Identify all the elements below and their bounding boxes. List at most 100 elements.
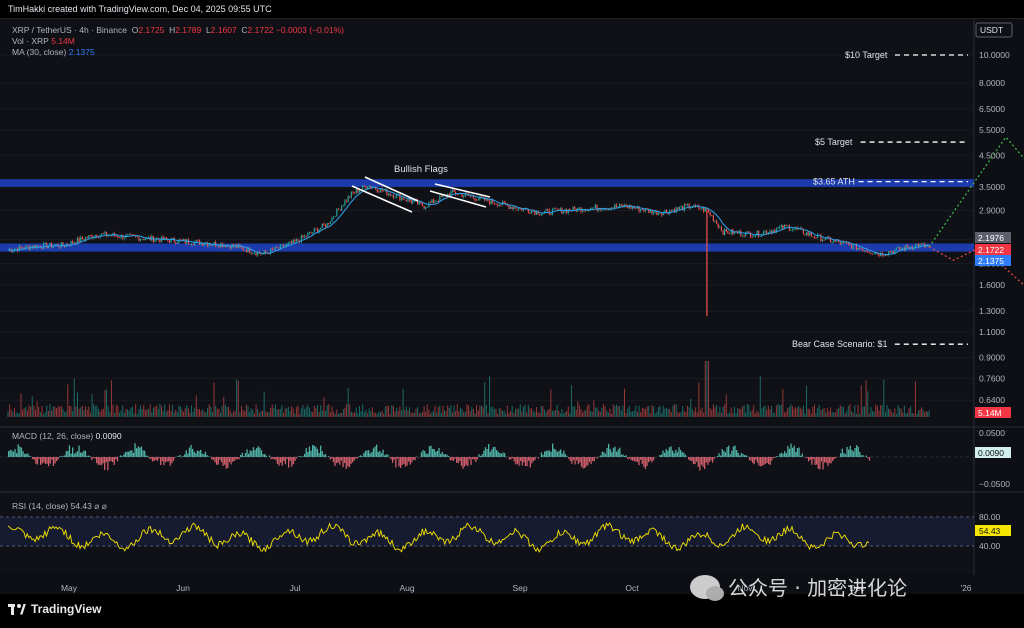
volume-bar xyxy=(175,409,177,417)
rsi-value: 54.43 xyxy=(70,501,92,511)
volume-bar xyxy=(472,409,474,417)
price-label-value: 5.14M xyxy=(978,408,1002,418)
volume-bar xyxy=(511,405,513,417)
candle-body xyxy=(279,244,281,249)
volume-bar xyxy=(873,411,875,417)
volume-bar xyxy=(334,413,336,417)
symbol-label[interactable]: XRP / TetherUS · 4h · Binance xyxy=(12,25,127,35)
ma-label[interactable]: MA (30, close) xyxy=(12,47,67,57)
volume-bar xyxy=(320,405,322,417)
volume-bar xyxy=(551,410,553,417)
candle-body xyxy=(919,243,921,248)
macd-bar xyxy=(496,450,498,457)
macd-bar xyxy=(24,453,26,457)
volume-bar xyxy=(402,388,404,417)
time-axis-label: Jun xyxy=(176,583,190,593)
volume-label[interactable]: Vol · XRP xyxy=(12,36,49,46)
volume-bar xyxy=(477,410,479,417)
volume-bar xyxy=(582,412,584,417)
candle-body xyxy=(871,253,874,255)
time-axis-label: Dec xyxy=(849,583,865,593)
volume-bar xyxy=(574,406,576,417)
volume-bar xyxy=(859,413,861,417)
macd-bar xyxy=(779,453,781,457)
macd-bar xyxy=(276,457,279,465)
candle-body xyxy=(357,189,359,193)
candle-body xyxy=(315,228,317,230)
candle-body xyxy=(693,204,695,208)
volume-bar xyxy=(708,361,710,417)
macd-bar xyxy=(208,456,210,457)
candle-body xyxy=(270,248,272,255)
volume-bar xyxy=(729,412,731,417)
tradingview-logo[interactable]: TradingView xyxy=(8,602,101,616)
candle-body xyxy=(18,245,20,252)
volume-bar xyxy=(181,409,183,417)
volume-bar xyxy=(47,411,49,417)
macd-bar xyxy=(563,450,565,457)
macd-bar xyxy=(768,457,770,465)
volume-bar xyxy=(699,410,701,417)
macd-bar xyxy=(824,457,826,463)
rsi-visibility-icon[interactable]: ⌀ ⌀ xyxy=(94,501,107,511)
candle-body xyxy=(122,234,124,239)
macd-bar xyxy=(616,451,618,457)
volume-bar xyxy=(834,412,836,417)
candle-body xyxy=(75,242,77,244)
volume-bar xyxy=(258,412,260,417)
chart-area[interactable]: 10.0000 8.0000 6.5000 5.5000 4.5000 3.5000 2.9… xyxy=(0,18,1024,596)
price-tick-label: 5.5000 xyxy=(979,125,1005,135)
volume-bar xyxy=(210,406,212,417)
macd-bar xyxy=(728,445,730,457)
macd-bar xyxy=(171,457,173,464)
volume-bar xyxy=(36,401,38,417)
volume-bar xyxy=(216,408,218,417)
macd-bar xyxy=(315,446,317,457)
macd-bar xyxy=(489,451,491,457)
candle-body xyxy=(554,208,557,210)
volume-bar xyxy=(360,411,362,417)
candle-body xyxy=(183,238,185,241)
volume-bar xyxy=(279,409,281,417)
macd-bar xyxy=(480,455,482,457)
macd-bar xyxy=(601,451,603,457)
macd-bar xyxy=(139,447,141,457)
volume-bar xyxy=(331,406,333,417)
price-legend: XRP / TetherUS · 4h · Binance O2.1725 H2… xyxy=(12,25,344,58)
volume-bar xyxy=(321,410,323,417)
candle-body xyxy=(530,210,533,214)
candle-body xyxy=(274,246,277,250)
rsi-legend[interactable]: RSI (14, close) 54.43 ⌀ ⌀ xyxy=(12,501,107,512)
macd-bar xyxy=(644,457,647,469)
macd-bar xyxy=(555,449,557,457)
candle-body xyxy=(179,239,182,241)
candle-body xyxy=(598,208,600,211)
macd-bar xyxy=(432,448,434,457)
candle-body xyxy=(698,205,700,209)
volume-bar xyxy=(144,409,146,417)
macd-bar xyxy=(504,453,506,457)
candle-body xyxy=(321,223,323,228)
candle-body xyxy=(292,239,294,244)
chart-svg[interactable]: 10.00008.00006.50005.50004.50003.50002.9… xyxy=(0,19,1024,595)
macd-bar xyxy=(96,457,98,464)
macd-bar xyxy=(558,450,560,457)
macd-bar xyxy=(358,456,360,457)
volume-bar xyxy=(833,412,835,417)
volume-bar xyxy=(875,404,877,417)
macd-bar xyxy=(843,452,845,457)
candle-body xyxy=(181,239,183,241)
macd-bar xyxy=(745,455,747,457)
candle-body xyxy=(492,199,494,204)
candle-body xyxy=(41,248,43,249)
candle-body xyxy=(916,244,918,245)
candle-body xyxy=(381,188,383,191)
macd-bar xyxy=(62,455,64,457)
volume-bar xyxy=(276,409,278,417)
volume-bar xyxy=(918,410,920,417)
macd-bar xyxy=(524,457,527,467)
macd-bar xyxy=(268,455,271,457)
volume-bar xyxy=(70,406,72,417)
macd-legend[interactable]: MACD (12, 26, close) 0.0090 xyxy=(12,431,122,441)
volume-bar xyxy=(899,408,901,417)
